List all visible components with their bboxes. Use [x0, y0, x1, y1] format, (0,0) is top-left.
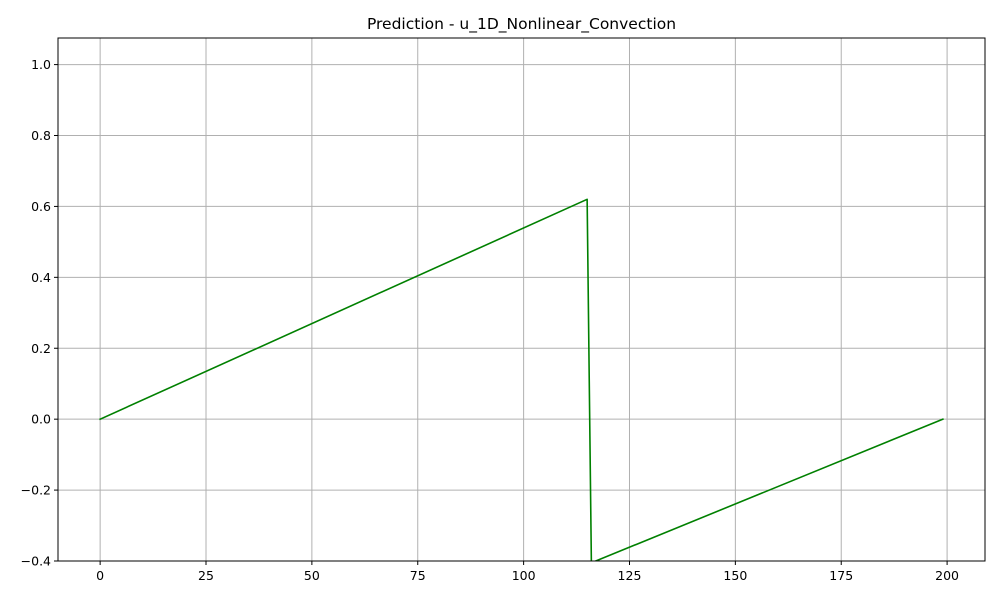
y-tick-label: 1.0 — [31, 57, 51, 72]
series-line — [99, 198, 944, 561]
x-tick-label: 25 — [198, 568, 214, 583]
x-tick-label: 50 — [304, 568, 320, 583]
grid — [58, 38, 985, 562]
x-tick-label: 200 — [935, 568, 959, 583]
y-tick-label: −0.2 — [21, 483, 51, 498]
axis-ticks: 0 25 50 75 100 125 150 175 200 −0.4 −0.2 0.0 0.2 0.4 0… — [21, 57, 959, 583]
x-tick-label: 0 — [96, 568, 104, 583]
y-tick-label: −0.4 — [21, 554, 51, 569]
x-tick-label: 150 — [723, 568, 747, 583]
y-tick-label: 0.4 — [31, 270, 51, 285]
x-tick-label: 175 — [829, 568, 853, 583]
series-layer — [99, 198, 944, 561]
x-tick-label: 125 — [618, 568, 642, 583]
y-tick-label: 0.2 — [31, 341, 51, 356]
y-tick-label: 0.6 — [31, 199, 51, 214]
chart-title: Prediction - u_1D_Nonlinear_Convection — [367, 15, 676, 34]
x-tick-label: 75 — [410, 568, 426, 583]
x-tick-label: 100 — [512, 568, 536, 583]
y-tick-label: 0.0 — [31, 412, 51, 427]
y-tick-label: 0.8 — [31, 128, 51, 143]
plot-frame — [57, 37, 986, 562]
